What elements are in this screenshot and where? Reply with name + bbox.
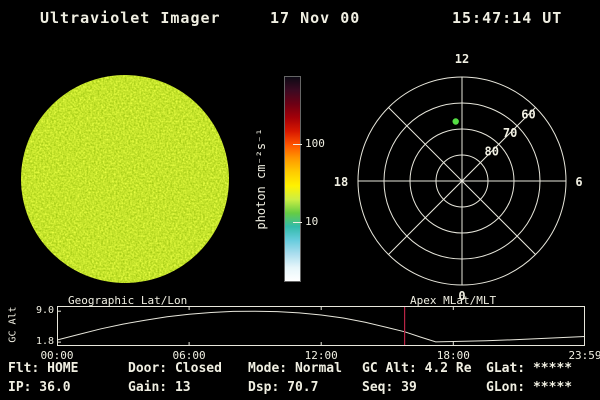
colorbar [284, 76, 301, 282]
lat-ring-label: 60 [521, 108, 535, 122]
status-field: GLat: ***** [486, 361, 573, 376]
status-field: Dsp: 70.7 [248, 380, 319, 395]
time-tick-label: 00:00 [40, 349, 74, 362]
time-tick-label: 06:00 [172, 349, 206, 362]
status-field: Gain: 13 [128, 380, 191, 395]
gc-alt-axis-title: GC Alt [7, 306, 19, 343]
time-tick-label: 23:59 [568, 349, 600, 362]
satellite-footprint-dot [452, 118, 459, 125]
colorbar-tick-mark [293, 143, 302, 145]
alt-tick-label: 9.0 [35, 305, 54, 317]
date-display: 17 Nov 00 [270, 9, 361, 27]
colorbar-tick-mark [293, 222, 302, 224]
orbit-altitude-chart [57, 306, 585, 346]
status-field: Door: Closed [128, 361, 222, 376]
status-field: Mode: Normal [248, 361, 342, 376]
colorbar-tick-label: 100 [305, 136, 325, 150]
status-field: GLon: ***** [486, 380, 573, 395]
time-display: 15:47:14 UT [452, 9, 563, 27]
uv-image-disk [21, 75, 229, 283]
lat-ring-label: 70 [503, 126, 517, 140]
apex-mlat-mlt-dial: 12 0 18 6 80 70 60 [334, 52, 583, 303]
gc-altitude-curve [57, 310, 585, 343]
time-tick-label: 12:00 [304, 349, 338, 362]
mlt-hour-label: 6 [575, 175, 582, 189]
mlt-hour-label: 0 [458, 289, 465, 303]
chart-frame [57, 306, 585, 346]
status-field: Flt: HOME [8, 361, 79, 376]
geographic-axis-label: Geographic Lat/Lon [68, 294, 188, 307]
uv-image-pixels [21, 75, 229, 283]
alt-tick-label: 1.8 [35, 336, 54, 348]
colorbar-unit-label: photon cm⁻²s⁻¹ [254, 128, 268, 230]
status-field: IP: 36.0 [8, 380, 71, 395]
mlt-hour-label: 18 [334, 175, 348, 189]
colorbar-tick-label: 10 [305, 215, 319, 229]
time-tick-label: 18:00 [436, 349, 470, 362]
mlt-spoke [388, 107, 536, 255]
status-field: GC Alt: 4.2 Re [362, 361, 472, 376]
status-field: Seq: 39 [362, 380, 417, 395]
app-title: Ultraviolet Imager [40, 9, 221, 27]
lat-ring-label: 80 [484, 144, 498, 158]
mlt-hour-label: 12 [455, 52, 469, 66]
apex-axis-label: Apex MLat/MLT [410, 294, 497, 307]
